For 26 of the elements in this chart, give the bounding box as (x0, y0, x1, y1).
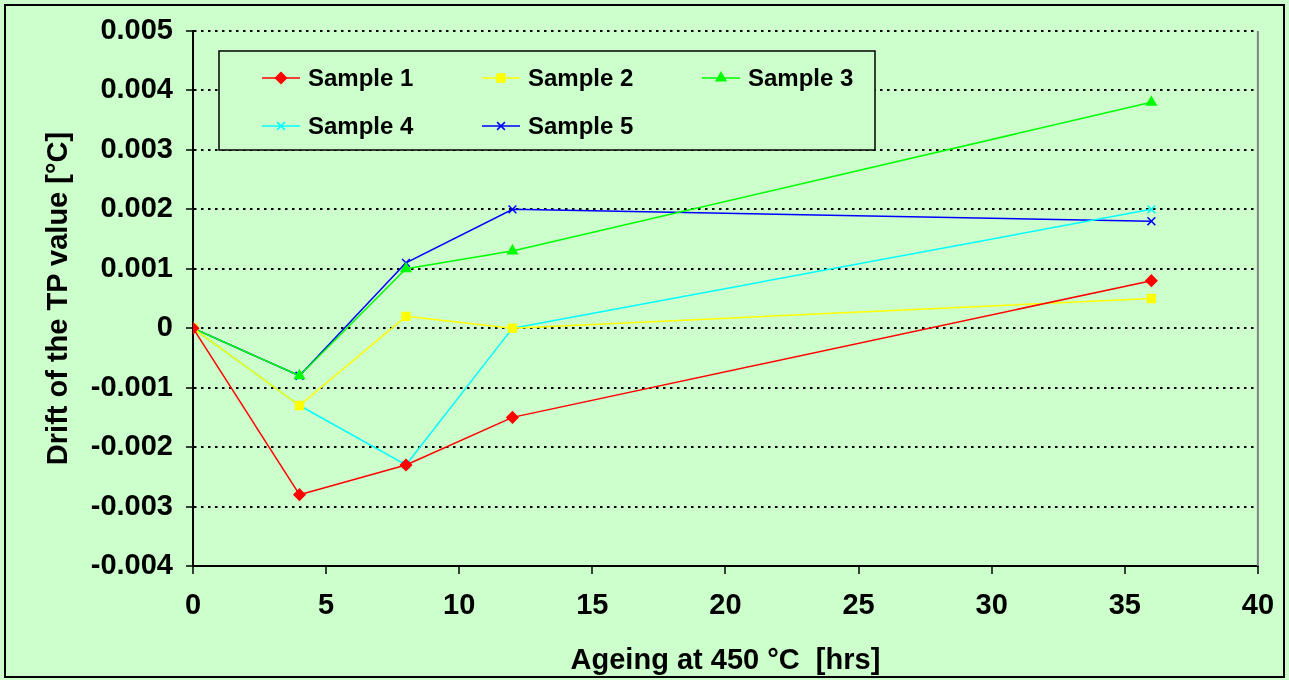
y-tick-label: 0.005 (100, 13, 173, 45)
x-axis-title: Ageing at 450 °C [hrs] (570, 642, 881, 675)
x-tick-label: 40 (1241, 588, 1274, 621)
y-tick-label: 0.001 (100, 250, 173, 283)
x-tick-label: 10 (443, 588, 476, 621)
x-tick-label: 25 (842, 588, 875, 621)
x-tick-label: 35 (1108, 588, 1141, 621)
legend-label: Sample 4 (308, 111, 415, 139)
x-tick-label: 15 (576, 588, 609, 621)
y-tick-label: 0.004 (100, 72, 173, 105)
y-tick-label: -0.004 (90, 548, 173, 580)
y-tick-label: -0.003 (90, 488, 173, 521)
y-tick-label: 0.002 (100, 191, 173, 224)
legend-label: Sample 1 (308, 63, 414, 91)
y-axis-title: Drift of the TP value [°C] (41, 131, 74, 466)
x-tick-label: 30 (975, 588, 1008, 621)
x-tick-label: 5 (318, 588, 335, 621)
y-tick-label: -0.001 (90, 369, 173, 402)
legend-label: Sample 5 (528, 111, 634, 139)
x-tick-label: 20 (709, 588, 742, 621)
legend-label: Sample 2 (528, 63, 634, 91)
x-tick-label: 0 (184, 588, 202, 621)
y-tick-label: -0.002 (90, 429, 173, 462)
legend-label: Sample 3 (748, 63, 854, 91)
y-tick-label: 0.003 (100, 131, 173, 164)
y-tick-label: 0 (156, 310, 173, 343)
